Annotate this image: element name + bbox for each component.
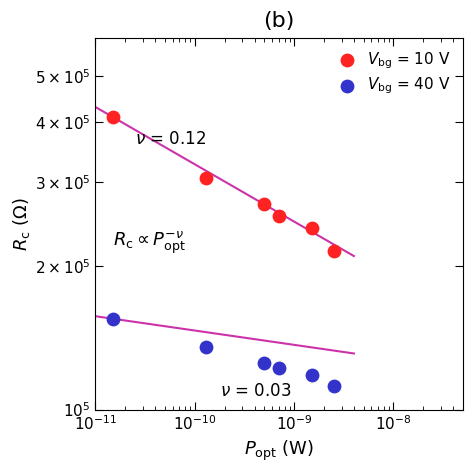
- $V_{\mathrm{bg}}$ = 10 V: [109, 113, 117, 121]
- Title: (b): (b): [264, 11, 295, 31]
- $V_{\mathrm{bg}}$ = 40 V: [202, 344, 210, 351]
- Text: $\nu$ = 0.12: $\nu$ = 0.12: [135, 130, 206, 148]
- Y-axis label: $R_{\mathrm{c}}$ ($\Omega$): $R_{\mathrm{c}}$ ($\Omega$): [11, 197, 32, 251]
- $V_{\mathrm{bg}}$ = 40 V: [308, 372, 315, 379]
- $V_{\mathrm{bg}}$ = 40 V: [260, 360, 268, 367]
- $V_{\mathrm{bg}}$ = 40 V: [330, 383, 337, 390]
- $V_{\mathrm{bg}}$ = 10 V: [275, 212, 283, 219]
- Text: $\nu$ = 0.03: $\nu$ = 0.03: [220, 382, 292, 400]
- $V_{\mathrm{bg}}$ = 10 V: [202, 174, 210, 182]
- $V_{\mathrm{bg}}$ = 40 V: [109, 315, 117, 322]
- $V_{\mathrm{bg}}$ = 10 V: [330, 247, 337, 255]
- Text: $R_{\mathrm{c}} \propto P_{\mathrm{opt}}^{-\nu}$: $R_{\mathrm{c}} \propto P_{\mathrm{opt}}…: [113, 230, 186, 256]
- $V_{\mathrm{bg}}$ = 40 V: [275, 365, 283, 372]
- Legend: $V_{\mathrm{bg}}$ = 10 V, $V_{\mathrm{bg}}$ = 40 V: $V_{\mathrm{bg}}$ = 10 V, $V_{\mathrm{bg…: [328, 46, 455, 101]
- $V_{\mathrm{bg}}$ = 10 V: [308, 224, 315, 232]
- $V_{\mathrm{bg}}$ = 10 V: [260, 200, 268, 208]
- X-axis label: $P_{\mathrm{opt}}$ (W): $P_{\mathrm{opt}}$ (W): [244, 439, 314, 463]
